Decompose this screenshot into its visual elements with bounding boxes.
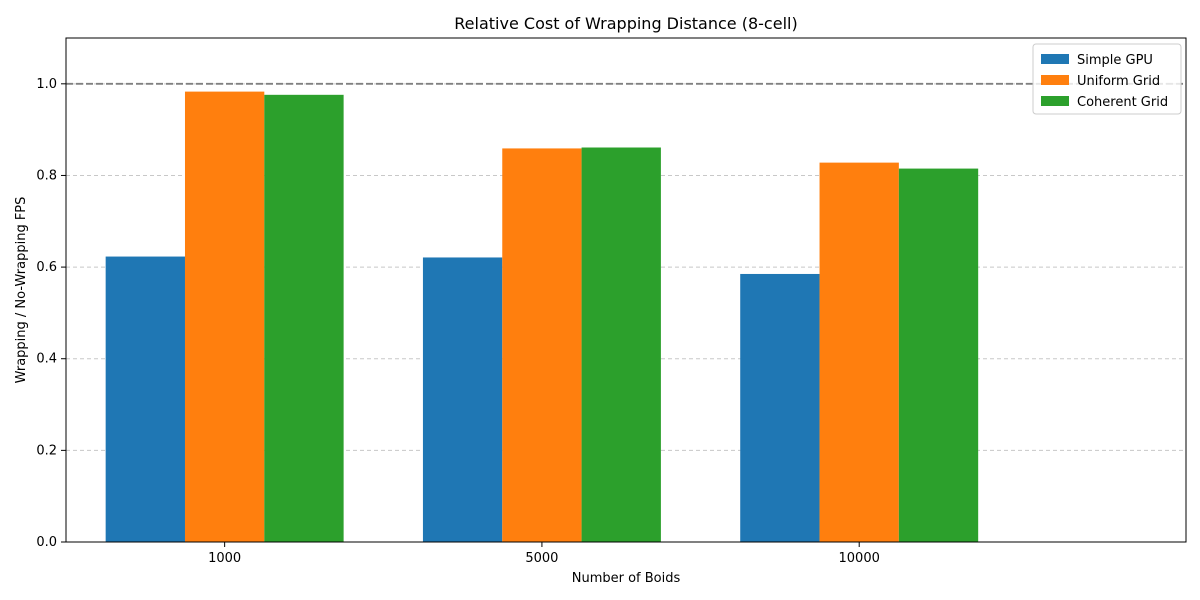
bar-uniform-grid-10000 (819, 162, 899, 542)
bar-coherent-grid-10000 (898, 168, 979, 542)
plot-frame (65, 37, 1187, 543)
legend-label-2: Coherent Grid (1077, 95, 1168, 110)
y-tick-label-1: 0.2 (36, 443, 57, 458)
y-tick-label-0: 0.0 (36, 535, 57, 550)
y-axis: 0.0 0.2 0.4 0.6 0.8 1.0 (36, 77, 66, 550)
bar-simple-gpu-5000 (422, 257, 503, 542)
chart-title: Relative Cost of Wrapping Distance (8-ce… (454, 14, 797, 33)
y-tick-label-4: 0.8 (36, 168, 57, 183)
legend-swatch-2 (1041, 96, 1069, 106)
bar-uniform-grid-1000 (184, 91, 265, 542)
y-tick-label-5: 1.0 (36, 77, 57, 92)
legend-box (1032, 43, 1182, 115)
x-axis: 1000 5000 10000 (208, 542, 880, 566)
x-tick-label-1: 5000 (525, 551, 558, 566)
bar-simple-gpu-1000 (105, 256, 185, 542)
legend-label-0: Simple GPU (1077, 53, 1153, 68)
bar-coherent-grid-1000 (264, 94, 344, 542)
legend-label-1: Uniform Grid (1077, 74, 1160, 89)
legend-swatch-0 (1041, 54, 1069, 64)
x-tick-label-0: 1000 (208, 551, 241, 566)
legend: Simple GPU Uniform Grid Coherent Grid (1032, 43, 1182, 115)
bar-coherent-grid-5000 (581, 147, 661, 543)
y-tick-label-3: 0.6 (36, 260, 57, 275)
bar-simple-gpu-10000 (740, 273, 820, 542)
legend-swatch-1 (1041, 75, 1069, 85)
y-tick-label-2: 0.4 (36, 352, 57, 367)
x-axis-label: Number of Boids (572, 571, 681, 586)
y-axis-label: Wrapping / No-Wrapping FPS (14, 197, 29, 384)
bars-layer (105, 91, 979, 543)
bar-uniform-grid-5000 (502, 148, 582, 542)
x-tick-label-2: 10000 (839, 551, 880, 566)
